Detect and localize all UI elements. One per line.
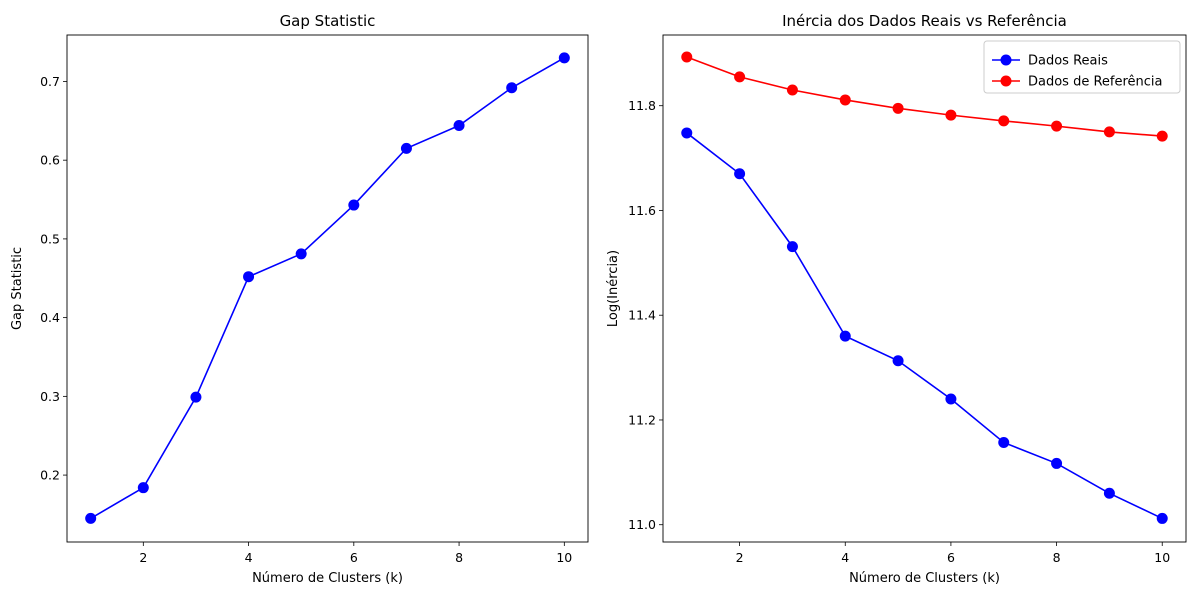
chart-2: Inércia dos Dados Reais vs Referência 2 4 6… xyxy=(606,12,1187,586)
legend-marker xyxy=(1000,75,1012,87)
data-point xyxy=(892,355,904,367)
data-point xyxy=(243,271,255,283)
x-axis-label: Número de Clusters (k) xyxy=(849,571,1000,586)
legend-label: Dados de Referência xyxy=(1028,75,1163,90)
legend-box xyxy=(983,40,1181,94)
series-1 xyxy=(681,127,1168,524)
plot-frame xyxy=(66,34,589,543)
data-point xyxy=(348,199,360,211)
y-tick-label: 0.4 xyxy=(40,310,60,325)
x-tick-label: 6 xyxy=(350,550,358,565)
legend-entry: Dados de Referência xyxy=(992,75,1163,90)
data-point xyxy=(1103,487,1115,499)
y-tick-label: 11.8 xyxy=(628,98,656,113)
y-tick-label: 11.6 xyxy=(628,203,656,218)
data-point xyxy=(839,330,851,342)
x-tick-label: 2 xyxy=(139,550,147,565)
series-line xyxy=(686,56,1163,137)
data-point xyxy=(558,52,570,64)
y-tick-label: 11.0 xyxy=(628,517,656,532)
data-point xyxy=(1051,120,1063,132)
chart-title: Inércia dos Dados Reais vs Referência xyxy=(782,12,1067,30)
data-point xyxy=(945,393,957,405)
y-tick-label: 0.2 xyxy=(40,468,60,483)
data-point xyxy=(945,109,957,121)
data-point xyxy=(786,241,798,253)
data-point xyxy=(453,120,465,132)
data-point xyxy=(892,102,904,114)
series-line xyxy=(686,132,1163,520)
data-point xyxy=(400,142,412,154)
plot-frame xyxy=(662,34,1187,543)
data-point xyxy=(1051,457,1063,469)
x-tick-label: 8 xyxy=(1053,550,1061,565)
legend: Dados Reais Dados de Referência xyxy=(983,40,1181,94)
y-tick-label: 11.4 xyxy=(628,308,656,323)
chart-1: Gap Statistic 2 4 6 8 10 0.2 0.3 0.4 0.5 0.6 0.7 Núm… xyxy=(10,12,589,586)
data-point xyxy=(137,482,149,494)
data-point xyxy=(734,168,746,180)
series-2 xyxy=(681,51,1168,142)
data-point xyxy=(839,94,851,106)
x-tick-label: 10 xyxy=(556,550,572,565)
y-tick-label: 0.6 xyxy=(40,153,60,168)
legend-label: Dados Reais xyxy=(1028,54,1108,69)
x-axis-label: Número de Clusters (k) xyxy=(252,571,403,586)
data-point xyxy=(506,82,518,94)
y-tick-label: 11.2 xyxy=(628,412,656,427)
x-tick-label: 8 xyxy=(455,550,463,565)
x-tick-label: 10 xyxy=(1154,550,1170,565)
data-point xyxy=(190,391,202,403)
y-tick-label: 0.5 xyxy=(40,231,60,246)
data-point xyxy=(1103,126,1115,138)
data-point xyxy=(85,512,97,524)
data-point xyxy=(786,84,798,96)
data-point xyxy=(734,71,746,83)
y-tick-label: 0.3 xyxy=(40,389,60,404)
series-1 xyxy=(85,52,570,524)
data-point xyxy=(998,436,1010,448)
data-point xyxy=(1156,512,1168,524)
data-point xyxy=(295,248,307,260)
data-point xyxy=(681,51,693,63)
series-line xyxy=(90,57,565,520)
y-tick-label: 0.7 xyxy=(40,74,60,89)
x-tick-label: 2 xyxy=(736,550,744,565)
data-point xyxy=(998,115,1010,127)
data-point xyxy=(1156,130,1168,142)
y-axis-label: Log(Inércia) xyxy=(606,250,621,327)
x-tick-label: 4 xyxy=(841,550,849,565)
legend-entry: Dados Reais xyxy=(992,54,1108,69)
y-axis-label: Gap Statistic xyxy=(10,247,25,330)
legend-marker xyxy=(1000,54,1012,66)
chart-title: Gap Statistic xyxy=(280,12,376,30)
x-tick-label: 6 xyxy=(947,550,955,565)
data-point xyxy=(681,127,693,139)
x-tick-label: 4 xyxy=(245,550,253,565)
